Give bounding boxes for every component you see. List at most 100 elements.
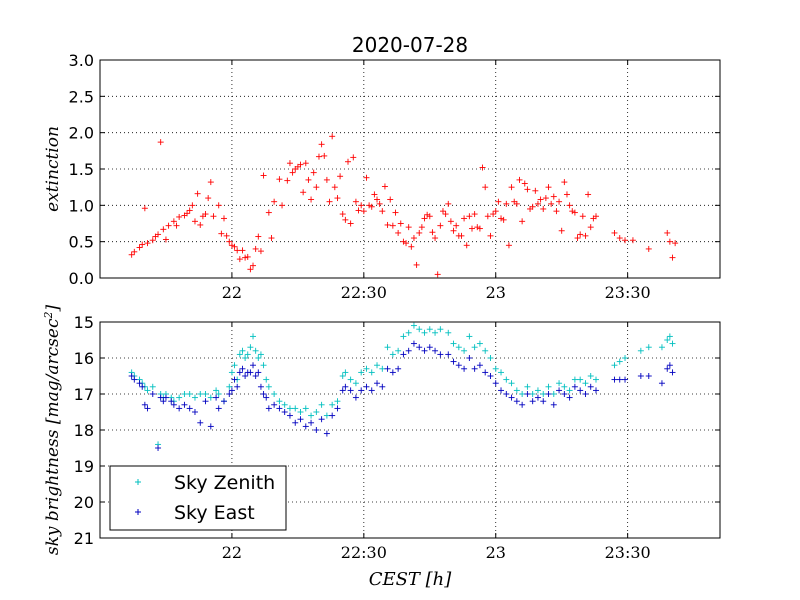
data-point	[202, 391, 209, 397]
sky-brightness-x-ticks: 22 22:30 23 23:30	[222, 322, 651, 562]
data-point	[221, 398, 227, 405]
data-point	[453, 222, 460, 229]
data-point	[593, 387, 599, 394]
data-point	[587, 373, 594, 379]
y-tick-label: 1.0	[69, 196, 94, 215]
data-point	[658, 344, 665, 351]
data-point	[482, 369, 489, 376]
data-point	[366, 202, 373, 209]
data-point	[239, 247, 246, 254]
data-point	[160, 226, 167, 233]
data-point	[305, 176, 312, 183]
data-point	[432, 347, 439, 354]
data-point	[455, 344, 462, 351]
data-point	[426, 213, 433, 220]
data-point	[666, 333, 673, 340]
data-point	[363, 174, 370, 181]
data-point	[521, 180, 528, 187]
data-point	[363, 383, 370, 390]
data-point	[136, 380, 143, 387]
data-point	[534, 394, 541, 401]
data-point	[442, 211, 449, 218]
data-point	[329, 133, 336, 140]
data-point	[669, 369, 676, 376]
data-point	[202, 211, 209, 218]
data-point	[439, 208, 446, 215]
data-point	[461, 365, 468, 372]
data-point	[318, 401, 325, 408]
data-point	[186, 405, 193, 412]
data-point	[471, 365, 478, 372]
data-point	[170, 401, 177, 408]
data-point	[168, 398, 175, 405]
data-point	[252, 245, 259, 252]
data-point	[466, 213, 473, 220]
data-point	[529, 391, 536, 397]
data-point	[239, 347, 246, 354]
data-point	[582, 232, 589, 239]
data-point	[368, 369, 375, 376]
data-point	[149, 383, 156, 390]
data-point	[471, 211, 478, 218]
data-point	[379, 208, 386, 215]
data-point	[297, 161, 304, 168]
data-point	[263, 376, 270, 383]
data-point	[334, 405, 341, 412]
data-point	[400, 238, 407, 245]
data-point	[191, 394, 198, 401]
data-point	[548, 200, 555, 207]
data-point	[637, 347, 644, 354]
data-point	[149, 237, 156, 244]
data-point	[645, 373, 652, 379]
data-point	[247, 344, 254, 351]
y-tick-label: 18	[74, 421, 94, 440]
data-point	[308, 412, 315, 419]
data-point	[582, 380, 589, 387]
data-point	[342, 216, 349, 223]
data-point	[302, 423, 309, 430]
data-point	[437, 326, 444, 333]
data-point	[231, 362, 238, 369]
data-point	[437, 351, 444, 358]
data-point	[302, 405, 309, 412]
extinction-panel: 2020-07-28 0.0 0.5 1.0 1.5 2.0 2.5 3.0 22 22:30…	[43, 33, 721, 302]
data-point	[194, 190, 201, 197]
data-point	[461, 215, 468, 222]
data-point	[476, 362, 483, 369]
data-point	[260, 391, 267, 397]
data-point	[445, 200, 452, 207]
data-point	[176, 213, 183, 220]
data-point	[616, 376, 623, 383]
data-point	[255, 355, 262, 361]
data-point	[447, 218, 454, 225]
data-point	[342, 383, 349, 390]
data-point	[207, 179, 214, 186]
data-point	[313, 184, 320, 191]
data-point	[664, 229, 671, 236]
data-point	[505, 242, 512, 249]
data-point	[331, 184, 338, 191]
data-point	[374, 196, 381, 203]
data-point	[579, 213, 586, 220]
data-point	[323, 430, 330, 437]
data-point	[339, 373, 346, 379]
data-point	[450, 358, 457, 365]
data-point	[358, 202, 365, 209]
data-point	[368, 387, 375, 394]
data-point	[286, 405, 293, 412]
data-point	[403, 240, 410, 247]
data-point	[139, 241, 146, 248]
data-point	[410, 340, 417, 347]
data-point	[484, 213, 491, 220]
data-point	[664, 365, 671, 372]
data-point	[358, 369, 365, 376]
data-point	[276, 398, 283, 405]
data-point	[207, 423, 214, 430]
data-point	[374, 380, 381, 387]
data-point	[162, 236, 169, 243]
data-point	[450, 340, 457, 347]
data-point	[339, 211, 346, 218]
data-point	[400, 333, 407, 340]
data-point	[347, 376, 354, 383]
chart-title: 2020-07-28	[352, 33, 468, 57]
